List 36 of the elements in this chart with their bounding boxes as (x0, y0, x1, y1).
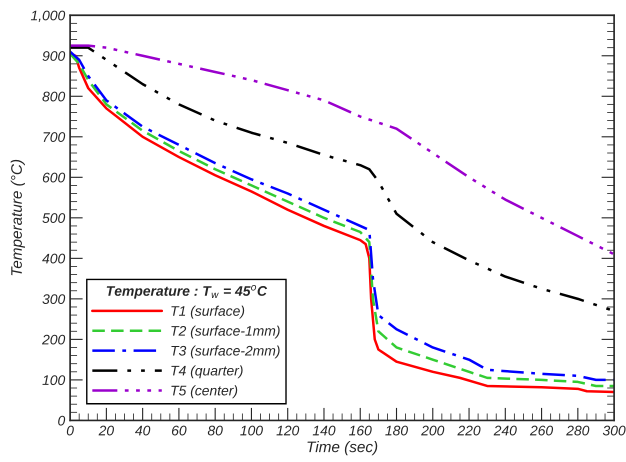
x-tick-label: 140 (312, 426, 336, 436)
x-tick-label: 300 (602, 426, 626, 436)
y-tick-label: 400 (42, 254, 66, 264)
x-tick-label: 260 (530, 426, 554, 436)
x-tick-label: 160 (349, 426, 372, 436)
y-tick-label: 600 (42, 172, 66, 182)
legend-label: T1 (surface) (171, 306, 244, 319)
y-tick-label: 900 (42, 51, 66, 61)
x-tick-label: 0 (66, 426, 74, 436)
x-tick-label: 40 (135, 426, 150, 436)
y-tick-label: 700 (44, 132, 66, 142)
x-tick-label: 60 (172, 426, 187, 436)
y-tick-label: 300 (42, 294, 66, 304)
line-series (70, 44, 614, 256)
x-tick-label: 100 (240, 426, 263, 436)
y-tick-label: 1,000 (30, 10, 66, 22)
x-tick-label: 180 (385, 426, 408, 436)
legend-label: T5 (center) (171, 385, 238, 398)
legend-label: T4 (quarter) (171, 365, 243, 378)
x-tick-label: 280 (566, 426, 590, 436)
legend-title: Temperature : T$_{w}$ = 45$^{o}$C (106, 284, 268, 299)
y-tick-label: 0 (58, 416, 66, 426)
legend-label: T2 (surface-1mm) (171, 326, 280, 339)
y-tick-label: 500 (42, 213, 66, 223)
y-tick-label: 100 (42, 375, 66, 386)
x-tick-label: 200 (421, 426, 444, 436)
x-tick-label: 120 (276, 426, 300, 436)
x-tick-label: 220 (457, 426, 481, 436)
legend-label: T3 (surface-2mm) (171, 345, 280, 358)
y-tick-label: 800 (42, 92, 66, 102)
y-axis-title: Temperature (°C) (10, 160, 25, 276)
y-tick-label: 200 (42, 334, 66, 345)
x-axis-title: Time (sec) (307, 441, 378, 456)
x-tick-label: 240 (494, 426, 517, 436)
x-tick-label: 80 (208, 426, 223, 436)
x-tick-label: 20 (98, 426, 114, 436)
